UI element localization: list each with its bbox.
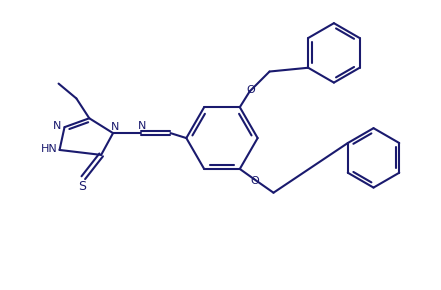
Text: S: S <box>78 180 86 193</box>
Text: HN: HN <box>41 144 58 154</box>
Text: O: O <box>247 85 255 95</box>
Text: N: N <box>52 121 61 131</box>
Text: O: O <box>250 176 259 186</box>
Text: N: N <box>138 121 146 131</box>
Text: N: N <box>111 122 119 132</box>
